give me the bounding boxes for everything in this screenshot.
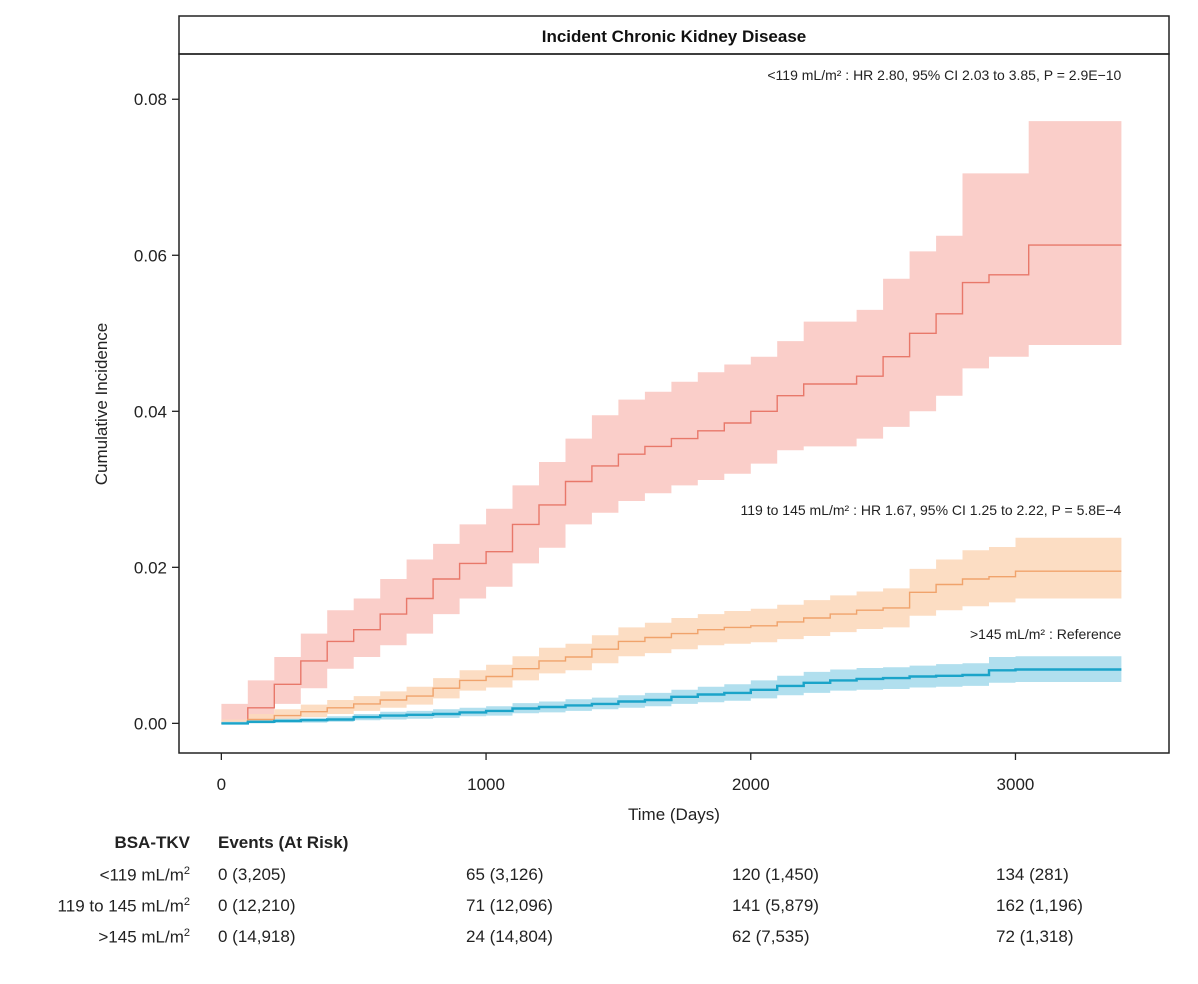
y-tick-label: 0.04: [134, 402, 167, 421]
risk-table-cell: 0 (12,210): [218, 896, 296, 915]
row-label-superscript: 2: [183, 896, 190, 908]
y-tick-label: 0.02: [134, 558, 167, 577]
axes: 0.00 0.02 0.04 0.06 0.08 0 1000 2000 3000: [134, 90, 1034, 794]
risk-table-row-label: 119 to 145 mL/m2: [0, 896, 190, 917]
row-label-text: 119 to 145 mL/m: [57, 896, 184, 916]
row-label-text: <119 mL/m: [99, 865, 184, 885]
incidence-curves: [221, 244, 1122, 725]
risk-table-cell: 0 (14,918): [218, 927, 296, 946]
risk-table-row-label: <119 mL/m2: [0, 865, 190, 886]
risk-table-cell: 71 (12,096): [466, 896, 553, 915]
annotations: <119 mL/m² : HR 2.80, 95% CI 2.03 to 3.8…: [741, 67, 1122, 642]
risk-table-row-label: >145 mL/m2: [0, 927, 190, 948]
risk-table-cell: 72 (1,318): [996, 927, 1074, 946]
risk-table-cell: 162 (1,196): [996, 896, 1083, 915]
confidence-bands: [221, 121, 1122, 724]
curve-series-2: [221, 668, 1122, 725]
risk-table-values-header: Events (At Risk): [218, 833, 349, 852]
x-tick-label: 2000: [732, 775, 770, 794]
risk-table-cell: 65 (3,126): [466, 865, 544, 884]
km-chart: Incident Chronic Kidney Disease 0.00 0.02…: [92, 15, 1170, 824]
curve-series-1: [221, 570, 1122, 725]
risk-table-cell: 24 (14,804): [466, 927, 553, 946]
risk-table-cell: 141 (5,879): [732, 896, 819, 915]
annotation-series-2: >145 mL/m² : Reference: [970, 626, 1122, 642]
risk-table-cell: 0 (3,205): [218, 865, 287, 884]
curve-series-0: [221, 244, 1122, 725]
risk-table-cell: 120 (1,450): [732, 865, 819, 884]
ci-band-series-2: [221, 656, 1122, 724]
row-label-superscript: 2: [183, 865, 190, 877]
ci-band-series-0: [221, 121, 1122, 724]
annotation-series-0: <119 mL/m² : HR 2.80, 95% CI 2.03 to 3.8…: [767, 67, 1121, 83]
y-tick-label: 0.08: [134, 90, 167, 109]
title-strip: [178, 15, 1170, 55]
risk-table-group-header: BSA-TKV: [114, 833, 190, 852]
risk-table-cell: 62 (7,535): [732, 927, 810, 946]
x-tick-label: 3000: [997, 775, 1035, 794]
x-axis-title: Time (Days): [628, 805, 720, 824]
row-label-text: >145 mL/m: [98, 927, 184, 947]
risk-table-cell: 134 (281): [996, 865, 1069, 884]
ci-band-series-1: [221, 537, 1122, 724]
y-tick-label: 0.06: [134, 246, 167, 265]
y-axis-title: Cumulative Incidence: [92, 323, 111, 486]
row-label-superscript: 2: [183, 927, 190, 939]
risk-table: BSA-TKV Events (At Risk) <119 mL/m2 0 (3,…: [0, 828, 1198, 978]
x-tick-label: 1000: [467, 775, 505, 794]
x-tick-label: 0: [217, 775, 226, 794]
y-tick-label: 0.00: [134, 714, 167, 733]
plot-panel: [178, 53, 1170, 754]
chart-title: Incident Chronic Kidney Disease: [542, 27, 807, 46]
annotation-series-1: 119 to 145 mL/m² : HR 1.67, 95% CI 1.25 …: [741, 502, 1122, 518]
